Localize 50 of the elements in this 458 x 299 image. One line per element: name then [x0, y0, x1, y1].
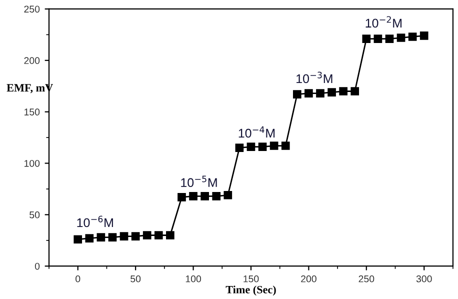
- point: [246, 142, 256, 151]
- point: [328, 88, 336, 96]
- point: [108, 233, 117, 242]
- x-tick-label: 300: [416, 275, 432, 282]
- point: [292, 90, 302, 99]
- annotation: 10$^{−6}$M: [77, 216, 113, 228]
- point: [74, 235, 82, 244]
- point: [166, 231, 174, 240]
- y-tick-label: 0: [34, 262, 40, 270]
- point: [212, 192, 221, 200]
- point: [304, 89, 313, 98]
- point: [374, 34, 382, 43]
- point: [154, 231, 163, 240]
- y-tick-label: 50: [30, 211, 40, 218]
- point: [385, 34, 394, 43]
- point: [362, 34, 371, 43]
- annotation: 10$^{−5}$M: [181, 176, 217, 188]
- point: [420, 32, 428, 40]
- y-tick-label: 100: [24, 160, 40, 167]
- point: [142, 231, 152, 240]
- point: [396, 34, 406, 42]
- point: [408, 32, 417, 41]
- y-tick-label: 250: [24, 6, 40, 13]
- point: [316, 89, 324, 98]
- annotation: 10$^{−2}$M: [366, 16, 402, 28]
- point: [189, 192, 198, 200]
- x-tick-label: 0: [76, 275, 80, 282]
- point: [235, 144, 244, 152]
- y-tick-label: 150: [24, 108, 40, 116]
- point: [96, 233, 106, 242]
- point: [200, 192, 209, 200]
- x-tick-label: 250: [358, 275, 374, 282]
- annotation: 10$^{−4}$M: [238, 126, 275, 138]
- point: [178, 193, 186, 202]
- point: [120, 232, 128, 240]
- x-axis-title: Time (Sec): [226, 286, 276, 296]
- x-tick-label: 200: [301, 275, 316, 282]
- y-tick-label: 200: [24, 57, 40, 64]
- point: [350, 87, 360, 96]
- point: [339, 87, 348, 96]
- point: [258, 142, 267, 151]
- annotation: 10$^{−3}$M: [296, 72, 332, 84]
- point: [224, 190, 232, 200]
- point: [281, 142, 290, 150]
- point: [131, 232, 140, 240]
- x-tick-label: 150: [244, 275, 259, 282]
- x-tick-label: 50: [130, 275, 141, 282]
- point: [270, 142, 278, 150]
- x-tick-label: 100: [186, 275, 202, 282]
- point: [85, 234, 94, 243]
